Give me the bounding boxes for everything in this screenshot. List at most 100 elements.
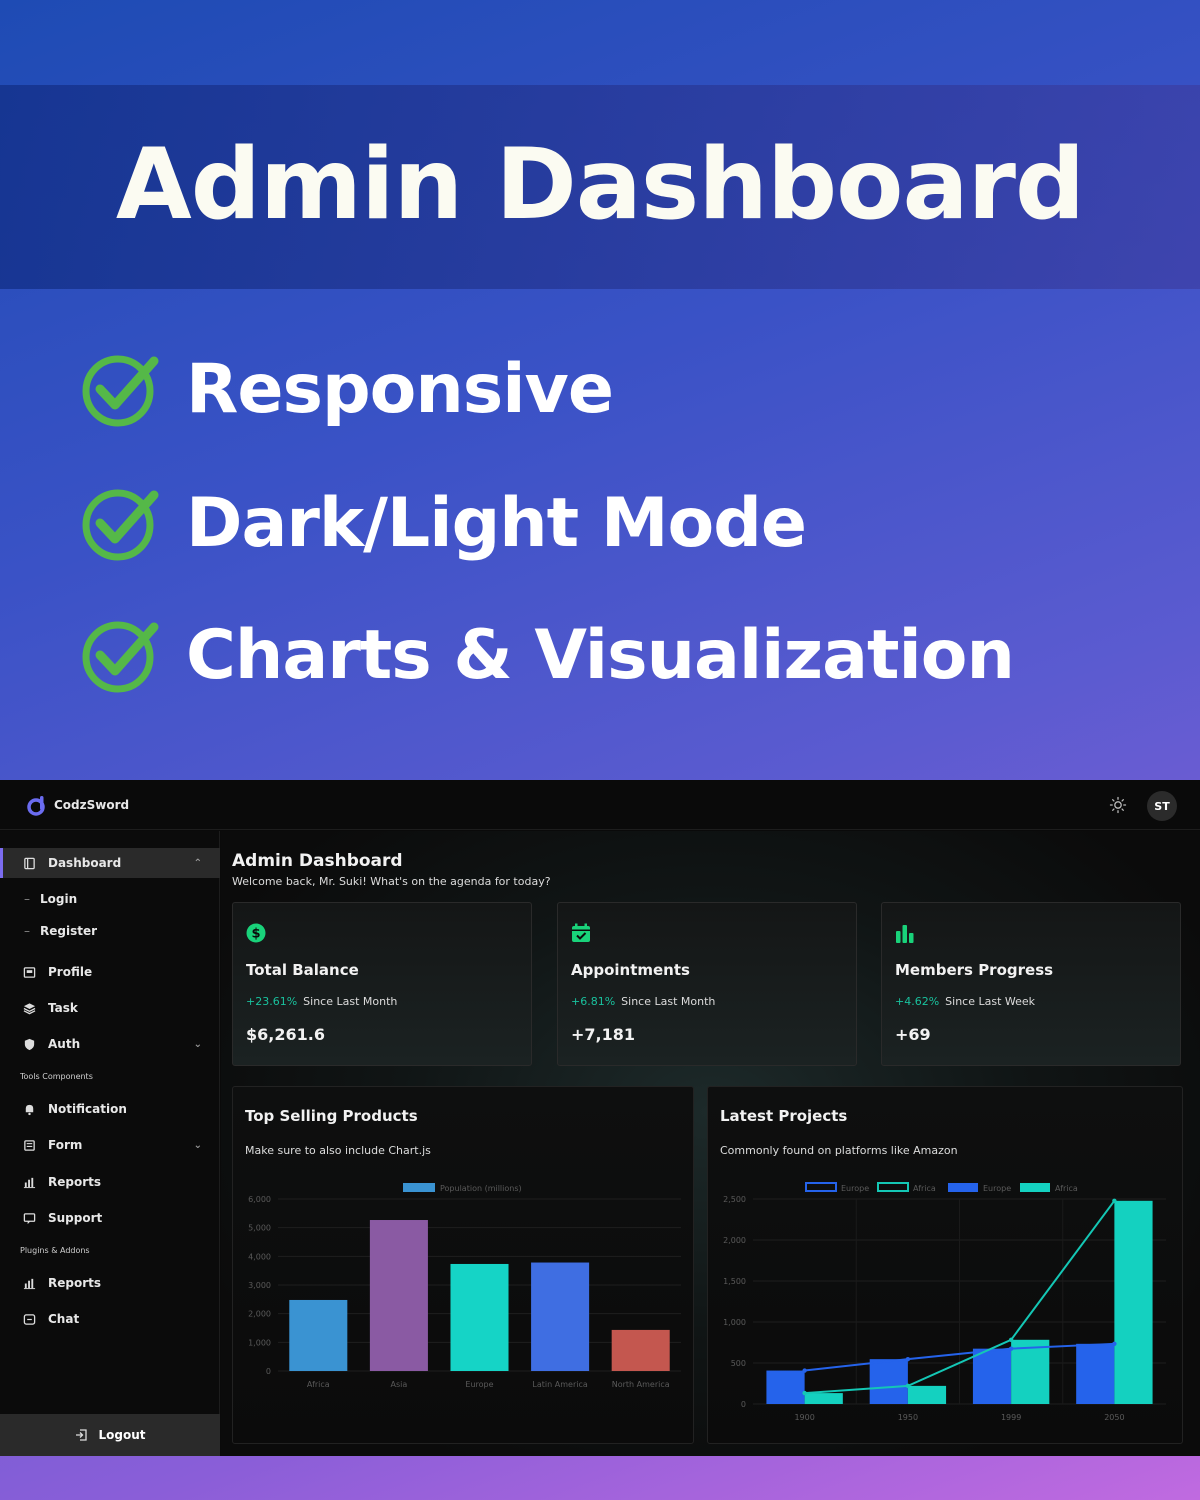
series-line	[804, 1200, 1116, 1395]
sidebar-item-chat[interactable]: Chat	[0, 1304, 220, 1334]
bar	[1114, 1200, 1153, 1404]
sidebar-item-label: Auth	[48, 1037, 81, 1051]
legend-swatch	[877, 1182, 909, 1192]
change-percent: +6.81%	[571, 995, 616, 1008]
legend-label: Africa	[913, 1184, 936, 1193]
top-bar: CodzSword ST	[0, 780, 1200, 830]
x-tick-label: Europe	[465, 1380, 493, 1389]
sidebar-item-form[interactable]: Form ⌄	[0, 1130, 220, 1160]
reports-icon	[22, 1175, 36, 1189]
change-percent: +4.62%	[895, 995, 940, 1008]
bar-chart-icon	[896, 925, 914, 943]
chevron-up-icon: ⌃	[193, 857, 202, 869]
y-tick-label: 1,000	[248, 1338, 271, 1347]
y-tick-label: 5,000	[248, 1224, 271, 1233]
stat-card-balance[interactable]: $ Total Balance +23.61% Since Last Month …	[232, 902, 532, 1066]
bar	[369, 1220, 428, 1371]
card-title: Appointments	[571, 961, 690, 979]
stat-card-appointments[interactable]: Appointments +6.81% Since Last Month +7,1…	[557, 902, 857, 1066]
stat-card-members[interactable]: Members Progress +4.62% Since Last Week +…	[881, 902, 1181, 1066]
sun-icon[interactable]	[1108, 795, 1128, 815]
main-content: Admin Dashboard Welcome back, Mr. Suki! …	[221, 831, 1200, 1456]
data-point	[1112, 1341, 1117, 1347]
feature-item: Dark/Light Mode	[80, 478, 807, 568]
bar	[289, 1299, 348, 1371]
page-title: Admin Dashboard	[232, 851, 403, 871]
dash-icon: –	[24, 892, 30, 906]
check-circle-icon	[82, 355, 159, 427]
sidebar-subitem-register[interactable]: – Register	[24, 919, 97, 943]
bar	[450, 1263, 509, 1371]
logout-label: Logout	[98, 1428, 146, 1442]
data-point	[905, 1356, 911, 1362]
sidebar-item-label: Reports	[48, 1276, 102, 1290]
bar	[531, 1262, 590, 1371]
bar	[1076, 1343, 1115, 1404]
data-point	[802, 1368, 807, 1373]
form-icon	[22, 1138, 36, 1152]
x-tick-label: Africa	[307, 1380, 330, 1389]
data-point	[1008, 1346, 1014, 1351]
legend-label: Europe	[841, 1184, 869, 1193]
card-value: $6,261.6	[246, 1025, 325, 1044]
brand-logo[interactable]: CodzSword	[26, 794, 129, 816]
sidebar-item-label: Dashboard	[48, 856, 122, 870]
feature-label: Charts & Visualization	[186, 615, 1015, 695]
svg-text:$: $	[251, 927, 260, 942]
bar	[611, 1329, 670, 1371]
legend-swatch	[1020, 1183, 1050, 1192]
sidebar-item-notification[interactable]: Notification	[0, 1094, 220, 1124]
sidebar-item-profile[interactable]: Profile	[0, 957, 220, 987]
sidebar-item-reports-2[interactable]: Reports	[0, 1268, 220, 1298]
y-tick-label: 2,500	[723, 1195, 746, 1204]
avatar[interactable]: ST	[1147, 791, 1177, 821]
sidebar-item-label: Chat	[48, 1312, 80, 1326]
logout-icon	[76, 1429, 88, 1441]
dash-icon: –	[24, 924, 30, 938]
sidebar-item-label: Form	[48, 1138, 83, 1152]
data-point	[802, 1390, 807, 1396]
sidebar-item-auth[interactable]: Auth ⌄	[0, 1029, 220, 1059]
change-percent: +23.61%	[246, 995, 298, 1008]
data-point	[1008, 1337, 1014, 1342]
page-subtitle: Welcome back, Mr. Suki! What's on the ag…	[232, 875, 551, 888]
sidebar-item-label: Profile	[48, 965, 93, 979]
card-title: Members Progress	[895, 961, 1054, 979]
feature-label: Responsive	[186, 349, 614, 429]
bell-icon	[22, 1102, 36, 1116]
x-tick-label: Latin America	[532, 1380, 587, 1389]
change-period: Since Last Month	[621, 995, 716, 1008]
hero-title: Admin Dashboard	[115, 128, 1085, 242]
reports-icon	[22, 1276, 36, 1290]
y-tick-label: 4,000	[248, 1252, 271, 1261]
y-tick-label: 2,000	[248, 1310, 271, 1319]
sidebar-item-dashboard[interactable]: Dashboard ⌃	[0, 848, 220, 878]
sidebar-item-support[interactable]: Support	[0, 1203, 220, 1233]
logout-button[interactable]: Logout	[0, 1414, 220, 1456]
y-tick-label: 2,000	[723, 1236, 746, 1245]
y-tick-label: 3,000	[248, 1281, 271, 1290]
y-tick-label: 1,500	[723, 1277, 746, 1286]
card-change: +23.61% Since Last Month	[246, 995, 397, 1008]
sidebar-subitem-login[interactable]: – Login	[24, 887, 77, 911]
series-line	[804, 1342, 1115, 1372]
sidebar-item-label: Login	[40, 892, 78, 906]
y-tick-label: 0	[266, 1367, 271, 1376]
sidebar-item-label: Task	[48, 1001, 78, 1015]
sidebar-item-label: Reports	[48, 1175, 102, 1189]
y-tick-label: 0	[741, 1400, 746, 1409]
support-icon	[22, 1211, 36, 1225]
sidebar-item-label: Register	[40, 924, 98, 938]
bar	[804, 1393, 843, 1404]
sidebar-item-label: Notification	[48, 1102, 127, 1116]
legend-label: Population (millions)	[440, 1184, 522, 1193]
feature-item: Responsive	[80, 344, 614, 434]
card-title: Total Balance	[246, 961, 359, 979]
sidebar-item-task[interactable]: Task	[0, 993, 220, 1023]
sidebar-item-reports[interactable]: Reports	[0, 1167, 220, 1197]
data-point	[1112, 1198, 1117, 1204]
bar	[1011, 1339, 1050, 1404]
layers-icon	[22, 1001, 36, 1015]
chart-legend: Europe Africa Europe Africa	[805, 1182, 1078, 1193]
dashboard-window: CodzSword ST Dashboard ⌃ – Login –	[0, 780, 1200, 1456]
